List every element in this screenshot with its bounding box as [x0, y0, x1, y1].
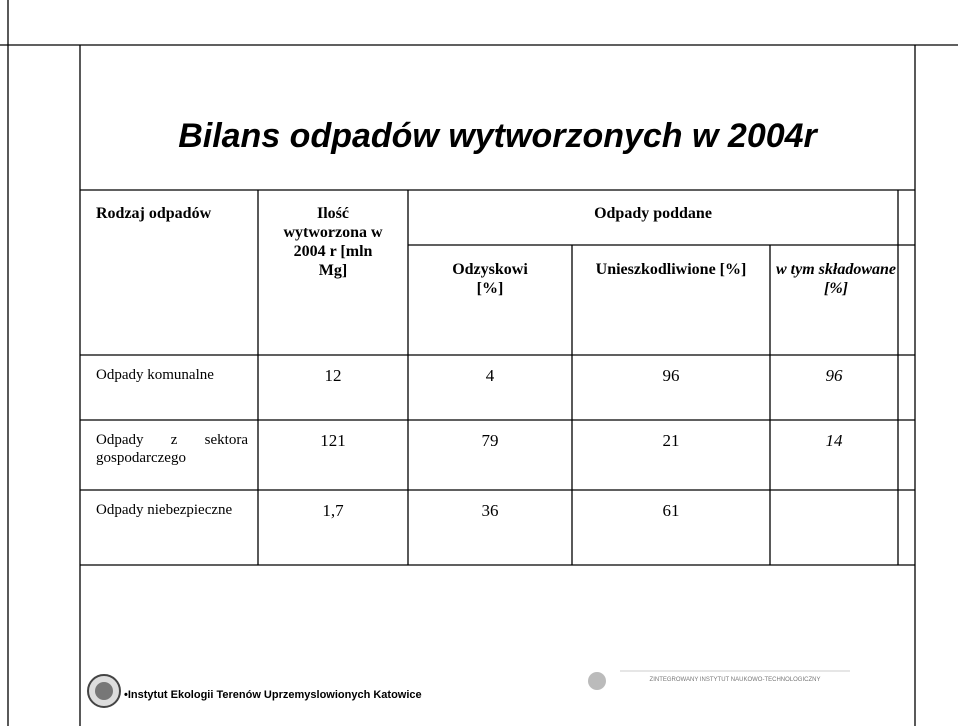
header-cell: Rodzaj odpadów	[96, 205, 212, 222]
institute-logo	[87, 674, 121, 708]
title: Bilans odpadów wytworzonych w 2004r	[178, 117, 817, 155]
cell: 61	[662, 501, 680, 520]
header-cell: w tym składowane [%]	[776, 261, 897, 297]
partner-logo	[588, 670, 850, 690]
row-label: Odpady niebezpieczne	[96, 502, 233, 518]
header-cell: Odpady poddane	[594, 205, 712, 222]
cell: 12	[324, 366, 342, 385]
partner-name: ZINTEGROWANY INSTYTUT NAUKOWO-TECHNOLOGI…	[649, 677, 821, 683]
cell: 79	[481, 431, 499, 450]
row-label: Odpady z sektora gospodarczego	[96, 432, 248, 466]
cell: 96	[825, 366, 843, 385]
institute-name: •Instytut Ekologii Terenów Uprzemyslowio…	[124, 689, 422, 701]
cell: 4	[485, 366, 495, 385]
cell: 96	[662, 366, 680, 385]
header-cell: Unieszkodliwione [%]	[595, 261, 747, 278]
cell: 121	[320, 431, 346, 450]
cell: 1,7	[322, 501, 344, 520]
cell: 21	[662, 431, 680, 450]
cell: 36	[481, 501, 499, 520]
header-cell: Ilość wytworzona w 2004 r [mln Mg]	[283, 205, 383, 279]
row-label: Odpady komunalne	[96, 367, 214, 383]
cell: 14	[825, 431, 843, 450]
header-cell: Odzyskowi [%]	[452, 261, 528, 297]
